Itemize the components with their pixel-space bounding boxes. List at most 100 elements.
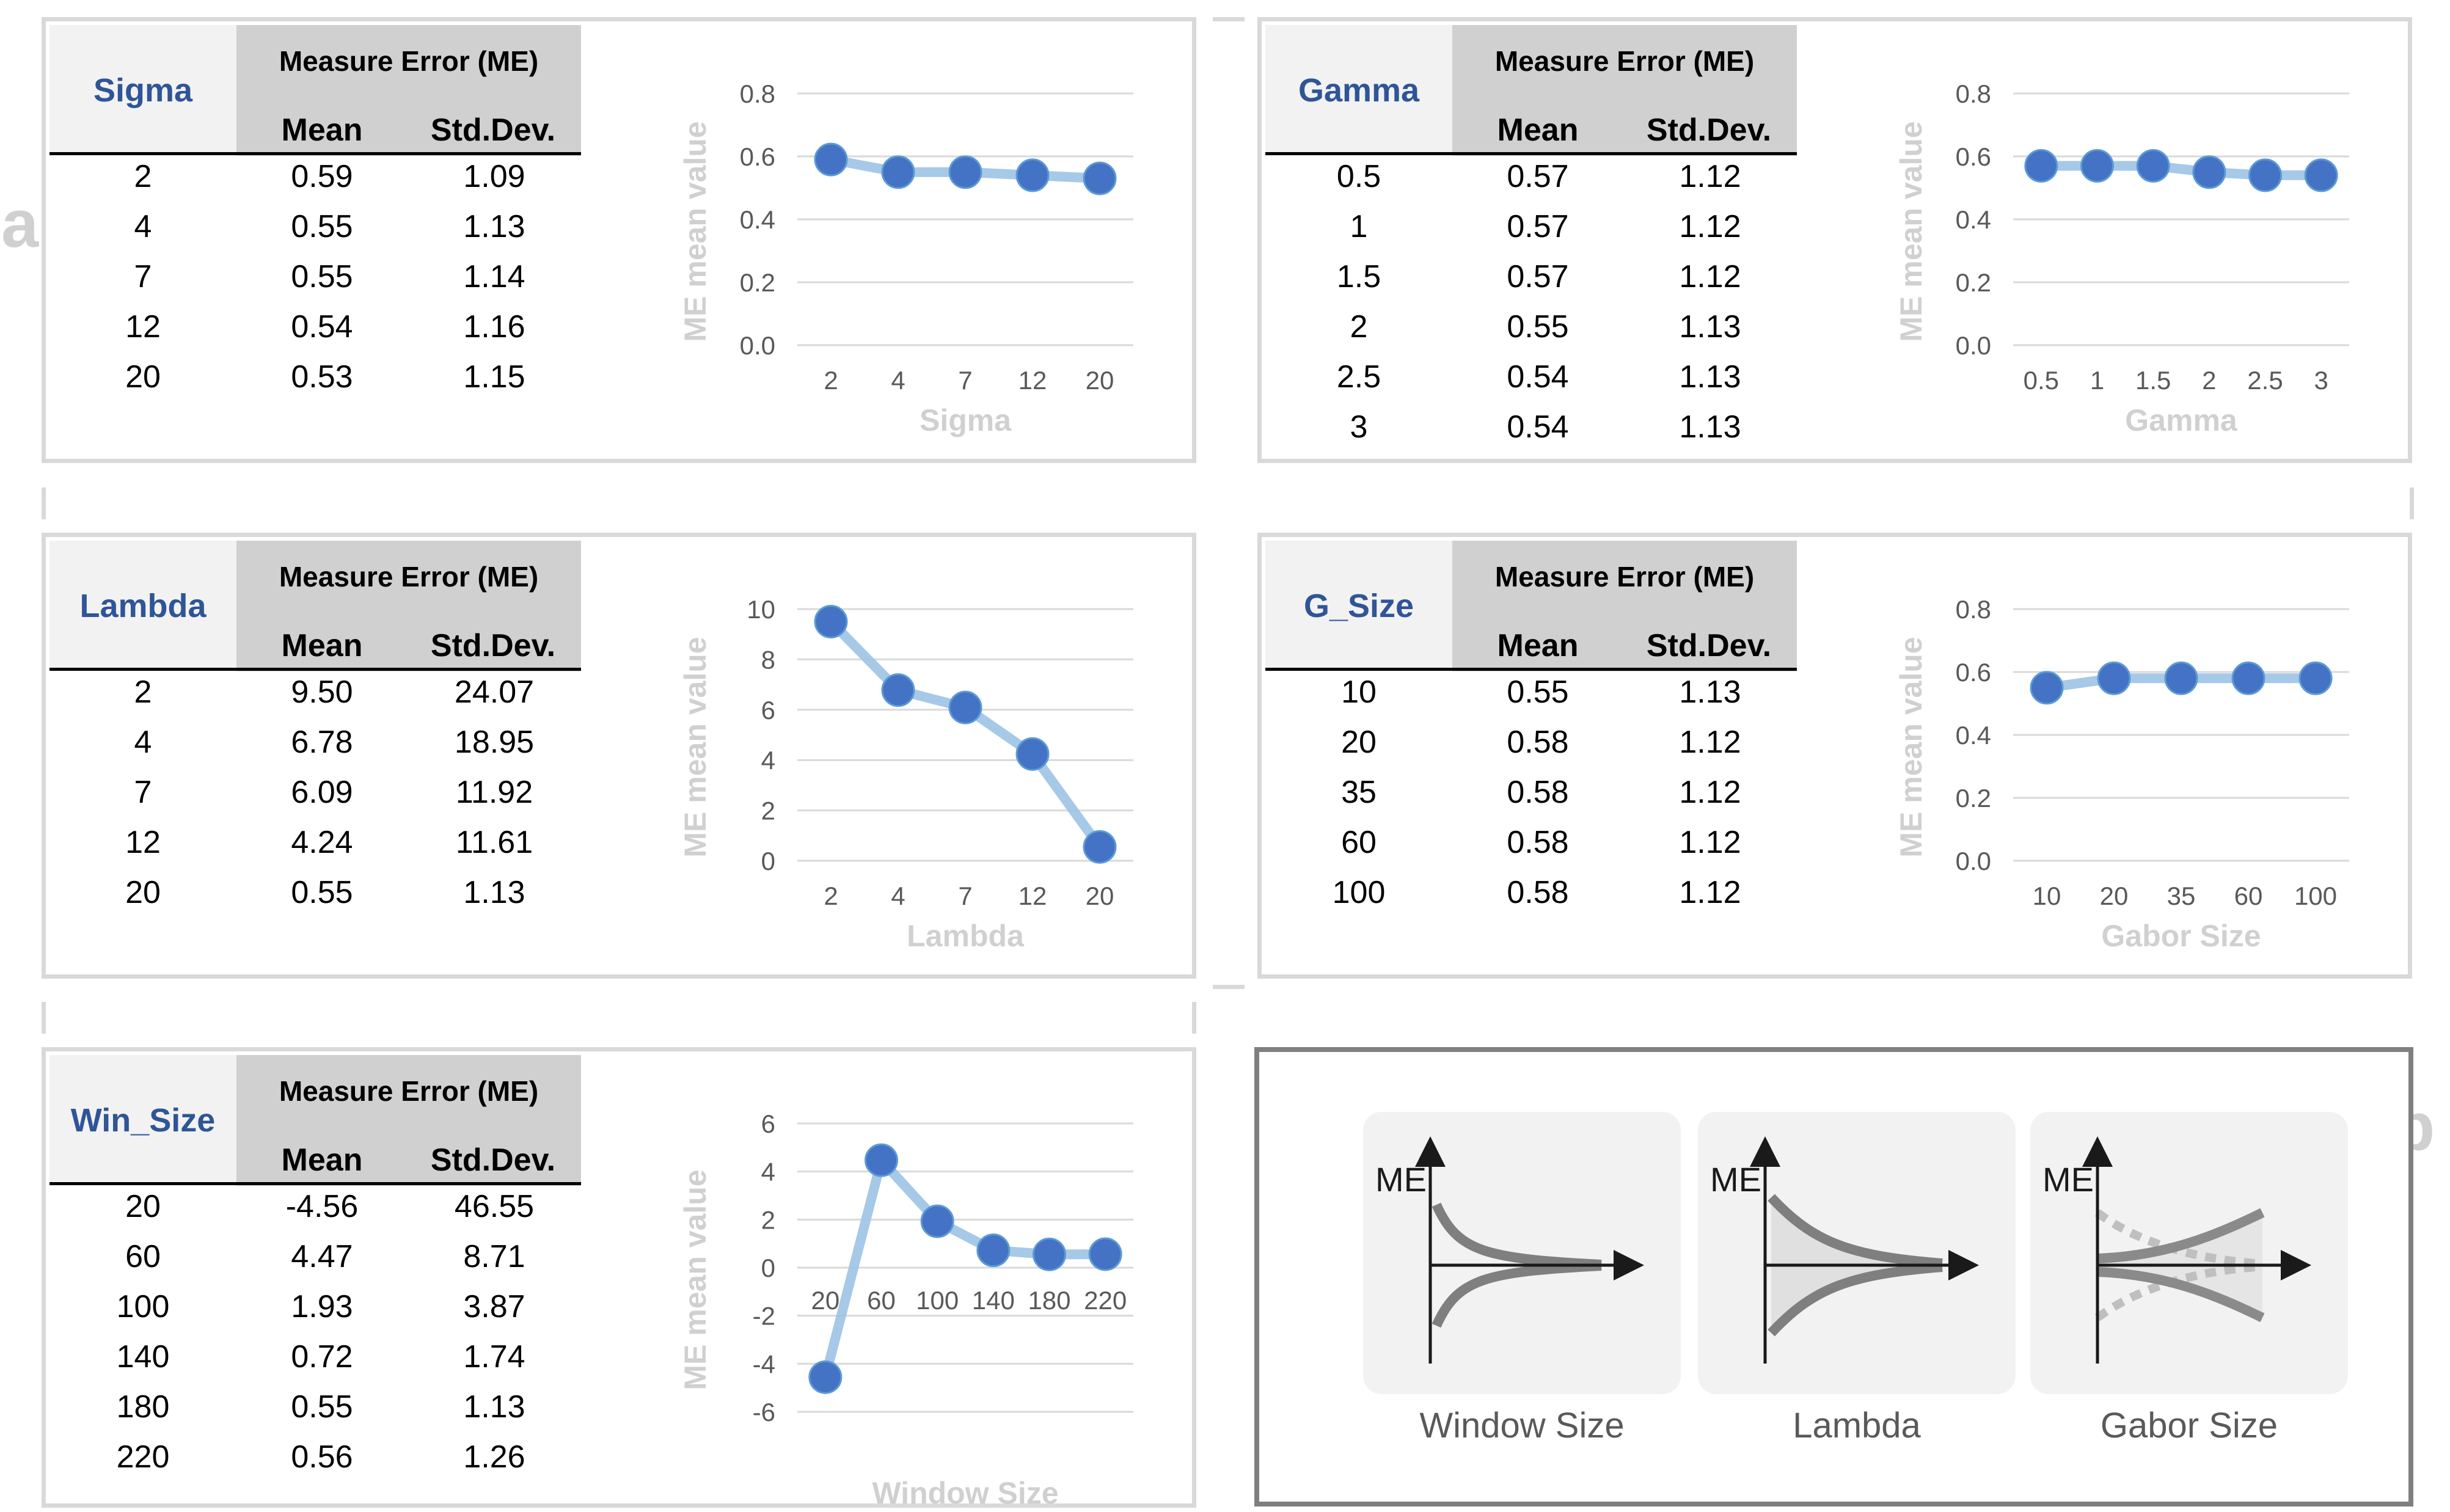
cell-param: 7 — [134, 775, 152, 810]
schematic-label-lambda: Lambda — [1793, 1406, 1921, 1445]
table-row: 2.5 0.54 1.13 — [1265, 359, 1797, 409]
col-std: Std.Dev. — [1646, 628, 1772, 663]
cell-param: 60 — [125, 1239, 161, 1274]
data-point — [1083, 161, 1117, 195]
cell-param: 100 — [1332, 875, 1386, 910]
table-header: Win_Size Measure Error (ME) Mean Std.Dev. — [49, 1055, 581, 1186]
cell-std: 46.55 — [454, 1189, 535, 1224]
y-tick-label: 0.2 — [1956, 268, 1991, 297]
y-tick-label: -4 — [753, 1349, 775, 1378]
table-row: 140 0.72 1.74 — [49, 1339, 581, 1389]
cell-param: 4 — [134, 725, 152, 760]
x-tick-label: 12 — [1018, 366, 1047, 395]
table-row: 0.5 0.57 1.12 — [1265, 158, 1797, 208]
cell-mean: 0.57 — [1507, 159, 1569, 194]
table-row: 35 0.58 1.12 — [1265, 774, 1797, 824]
curve-dotted-lower — [2094, 1263, 2257, 1321]
cell-std: 1.26 — [463, 1439, 525, 1475]
x-tick-label: 100 — [2294, 882, 2337, 910]
cell-mean: 0.58 — [1507, 775, 1569, 810]
table-row: 7 0.55 1.14 — [49, 258, 581, 309]
param-name: Sigma — [49, 25, 236, 156]
table-row: 3 0.54 1.13 — [1265, 409, 1797, 459]
y-tick-label: 2 — [761, 797, 775, 825]
y-axis-title: ME mean value — [678, 1169, 712, 1390]
cell-param: 0.5 — [1336, 159, 1381, 194]
cell-param: 140 — [116, 1339, 170, 1375]
x-tick-label: 20 — [1086, 882, 1114, 910]
cell-std: 1.13 — [1679, 674, 1741, 710]
cell-param: 4 — [134, 209, 152, 244]
x-tick-label: 0.5 — [2024, 366, 2059, 395]
cell-std: 1.13 — [463, 875, 525, 910]
schematic-window-graphic: ME — [1375, 1136, 1644, 1364]
cell-param: 220 — [116, 1439, 170, 1475]
x-axis-title: Lambda — [907, 919, 1025, 953]
data-point — [1015, 737, 1050, 771]
cell-param: 60 — [1341, 825, 1377, 860]
param-name: Lambda — [49, 541, 236, 671]
panel-lambda: Lambda Measure Error (ME) Mean Std.Dev. 2 9.5… — [42, 533, 1196, 979]
cell-std: 1.74 — [463, 1339, 525, 1375]
cell-std: 24.07 — [454, 674, 535, 710]
curve-lower — [2097, 1267, 2265, 1323]
y-tick-label: 0 — [761, 1254, 775, 1282]
y-tick-label: 2 — [761, 1205, 775, 1234]
table-header: Sigma Measure Error (ME) Mean Std.Dev. — [49, 25, 581, 156]
cell-mean: 0.72 — [291, 1339, 353, 1375]
header-rule — [49, 1182, 581, 1185]
cell-std: 1.15 — [463, 359, 525, 395]
x-axis-title: Sigma — [920, 403, 1012, 437]
x-tick-label: 2 — [824, 366, 838, 395]
table-row: 1.5 0.57 1.12 — [1265, 258, 1797, 309]
cell-mean: 0.55 — [291, 259, 353, 294]
x-axis-title: Window Size — [872, 1476, 1058, 1510]
y-axis-title: ME mean value — [678, 121, 712, 341]
cell-std: 1.13 — [1679, 409, 1741, 445]
curve-lower — [1432, 1261, 1602, 1328]
schematic-label-gabor: Gabor Size — [2100, 1406, 2278, 1445]
x-tick-label: 2.5 — [2247, 366, 2283, 395]
cell-std: 11.92 — [455, 775, 533, 810]
measure-title: Measure Error (ME) — [1494, 561, 1755, 593]
table-row: 220 0.56 1.26 — [49, 1439, 581, 1489]
x-tick-label: 2 — [2202, 366, 2216, 395]
separator — [2410, 488, 2414, 519]
cell-mean: 0.58 — [1507, 825, 1569, 860]
data-point — [2248, 158, 2282, 192]
data-point — [1033, 1237, 1066, 1271]
cell-std: 3.87 — [463, 1289, 525, 1324]
cell-param: 1 — [1350, 209, 1368, 244]
cell-mean: 0.55 — [291, 1389, 353, 1425]
cell-mean: 0.54 — [1507, 359, 1569, 395]
y-tick-label: 4 — [761, 746, 775, 775]
x-tick-label: 20 — [811, 1286, 839, 1315]
cell-std: 1.12 — [1679, 775, 1741, 810]
data-point — [2298, 661, 2333, 695]
x-tick-label: 3 — [2314, 366, 2328, 395]
cell-mean: 0.54 — [1507, 409, 1569, 445]
measure-title: Measure Error (ME) — [279, 1075, 539, 1107]
cell-param: 100 — [116, 1289, 170, 1324]
separator — [1213, 985, 1245, 989]
table-header: Lambda Measure Error (ME) Mean Std.Dev. — [49, 541, 581, 671]
cell-param: 7 — [134, 259, 152, 294]
y-tick-label: -6 — [753, 1398, 775, 1426]
curve-lower — [1768, 1262, 1943, 1337]
series-line — [821, 1155, 1106, 1379]
cell-param: 20 — [125, 359, 161, 395]
x-tick-label: 12 — [1018, 882, 1047, 910]
y-tick-label: 4 — [761, 1158, 775, 1186]
cell-std: 1.12 — [1679, 209, 1741, 244]
cell-std: 1.13 — [1679, 359, 1741, 395]
cell-mean: 1.93 — [291, 1289, 353, 1324]
x-tick-label: 60 — [2234, 882, 2263, 910]
measure-title: Measure Error (ME) — [279, 561, 539, 593]
table-row: 20 -4.56 46.55 — [49, 1188, 581, 1238]
y-tick-label: 0 — [761, 847, 775, 875]
data-point — [2231, 661, 2265, 695]
y-tick-label: -2 — [753, 1302, 775, 1331]
table-row: 1 0.57 1.12 — [1265, 208, 1797, 258]
cell-std: 1.14 — [463, 259, 525, 294]
cell-param: 2.5 — [1336, 359, 1381, 395]
